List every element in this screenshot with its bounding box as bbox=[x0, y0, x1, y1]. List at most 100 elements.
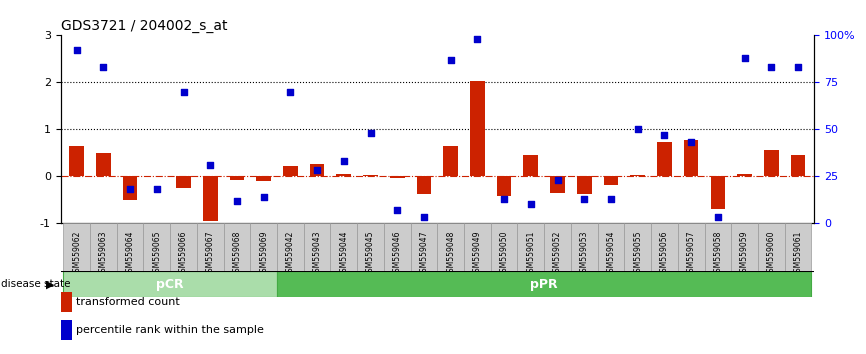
Bar bbox=[176, 176, 191, 188]
Text: GSM559052: GSM559052 bbox=[553, 230, 562, 276]
Point bbox=[470, 36, 484, 42]
FancyBboxPatch shape bbox=[571, 223, 598, 271]
FancyBboxPatch shape bbox=[785, 223, 811, 271]
Bar bbox=[497, 176, 512, 196]
Bar bbox=[630, 175, 645, 176]
Text: GSM559063: GSM559063 bbox=[99, 230, 108, 277]
Point bbox=[364, 130, 378, 136]
Point bbox=[337, 158, 351, 164]
Point bbox=[630, 126, 644, 132]
Point bbox=[123, 187, 137, 192]
FancyBboxPatch shape bbox=[518, 223, 544, 271]
FancyBboxPatch shape bbox=[731, 223, 758, 271]
Bar bbox=[363, 175, 378, 176]
FancyBboxPatch shape bbox=[705, 223, 731, 271]
Point bbox=[578, 196, 591, 201]
Text: GSM559048: GSM559048 bbox=[446, 230, 456, 276]
Bar bbox=[470, 81, 485, 176]
FancyBboxPatch shape bbox=[223, 223, 250, 271]
FancyBboxPatch shape bbox=[410, 223, 437, 271]
Bar bbox=[69, 145, 84, 176]
Text: GSM559062: GSM559062 bbox=[72, 230, 81, 276]
Point bbox=[657, 132, 671, 138]
Text: GSM559050: GSM559050 bbox=[500, 230, 508, 277]
FancyBboxPatch shape bbox=[304, 223, 331, 271]
FancyBboxPatch shape bbox=[624, 223, 651, 271]
Point bbox=[711, 215, 725, 220]
Text: GDS3721 / 204002_s_at: GDS3721 / 204002_s_at bbox=[61, 19, 227, 33]
Point bbox=[230, 198, 244, 203]
Point bbox=[150, 187, 164, 192]
Point bbox=[443, 57, 457, 63]
Text: GSM559056: GSM559056 bbox=[660, 230, 669, 277]
Point bbox=[604, 196, 618, 201]
Bar bbox=[417, 176, 431, 194]
FancyBboxPatch shape bbox=[144, 223, 170, 271]
Bar bbox=[283, 166, 298, 176]
Text: GSM559060: GSM559060 bbox=[766, 230, 776, 277]
FancyBboxPatch shape bbox=[170, 223, 197, 271]
FancyBboxPatch shape bbox=[250, 223, 277, 271]
Text: GSM559049: GSM559049 bbox=[473, 230, 481, 277]
Text: GSM559042: GSM559042 bbox=[286, 230, 295, 276]
Point bbox=[524, 201, 538, 207]
Bar bbox=[390, 176, 404, 178]
Text: GSM559067: GSM559067 bbox=[206, 230, 215, 277]
FancyBboxPatch shape bbox=[678, 223, 705, 271]
Point bbox=[497, 196, 511, 201]
FancyBboxPatch shape bbox=[758, 223, 785, 271]
Point bbox=[204, 162, 217, 168]
FancyBboxPatch shape bbox=[384, 223, 410, 271]
Point bbox=[684, 139, 698, 145]
FancyBboxPatch shape bbox=[598, 223, 624, 271]
Text: pCR: pCR bbox=[157, 278, 184, 291]
Text: GSM559068: GSM559068 bbox=[232, 230, 242, 276]
Bar bbox=[764, 150, 779, 176]
Text: GSM559046: GSM559046 bbox=[393, 230, 402, 277]
Text: percentile rank within the sample: percentile rank within the sample bbox=[76, 325, 264, 335]
FancyBboxPatch shape bbox=[197, 223, 223, 271]
Text: GSM559044: GSM559044 bbox=[339, 230, 348, 277]
Point bbox=[551, 177, 565, 183]
FancyBboxPatch shape bbox=[464, 223, 491, 271]
Text: ▶: ▶ bbox=[46, 279, 55, 289]
FancyBboxPatch shape bbox=[277, 271, 811, 297]
Point bbox=[283, 89, 297, 95]
Text: GSM559055: GSM559055 bbox=[633, 230, 643, 277]
Point bbox=[791, 64, 805, 70]
Bar bbox=[523, 155, 538, 176]
FancyBboxPatch shape bbox=[277, 223, 304, 271]
FancyBboxPatch shape bbox=[331, 223, 357, 271]
Bar bbox=[737, 174, 752, 176]
Text: GSM559057: GSM559057 bbox=[687, 230, 695, 277]
Point bbox=[96, 64, 110, 70]
Text: GSM559064: GSM559064 bbox=[126, 230, 134, 277]
Point bbox=[310, 168, 324, 173]
Point bbox=[70, 47, 84, 53]
Point bbox=[391, 207, 404, 213]
Bar bbox=[96, 153, 111, 176]
Point bbox=[177, 89, 191, 95]
Bar bbox=[123, 176, 138, 200]
Text: GSM559045: GSM559045 bbox=[366, 230, 375, 277]
Text: disease state: disease state bbox=[1, 279, 70, 289]
Bar bbox=[577, 176, 591, 194]
Text: GSM559066: GSM559066 bbox=[179, 230, 188, 277]
Bar bbox=[337, 174, 352, 176]
Text: GSM559054: GSM559054 bbox=[606, 230, 616, 277]
Text: GSM559059: GSM559059 bbox=[740, 230, 749, 277]
Bar bbox=[710, 176, 725, 209]
Text: GSM559069: GSM559069 bbox=[259, 230, 268, 277]
FancyBboxPatch shape bbox=[63, 271, 277, 297]
Bar bbox=[684, 139, 699, 176]
Point bbox=[765, 64, 779, 70]
FancyBboxPatch shape bbox=[544, 223, 571, 271]
FancyBboxPatch shape bbox=[63, 223, 90, 271]
Bar bbox=[604, 176, 618, 184]
Bar bbox=[791, 155, 805, 176]
Text: pPR: pPR bbox=[530, 278, 558, 291]
FancyBboxPatch shape bbox=[437, 223, 464, 271]
Bar bbox=[256, 176, 271, 181]
FancyBboxPatch shape bbox=[117, 223, 144, 271]
Text: GSM559061: GSM559061 bbox=[793, 230, 803, 276]
